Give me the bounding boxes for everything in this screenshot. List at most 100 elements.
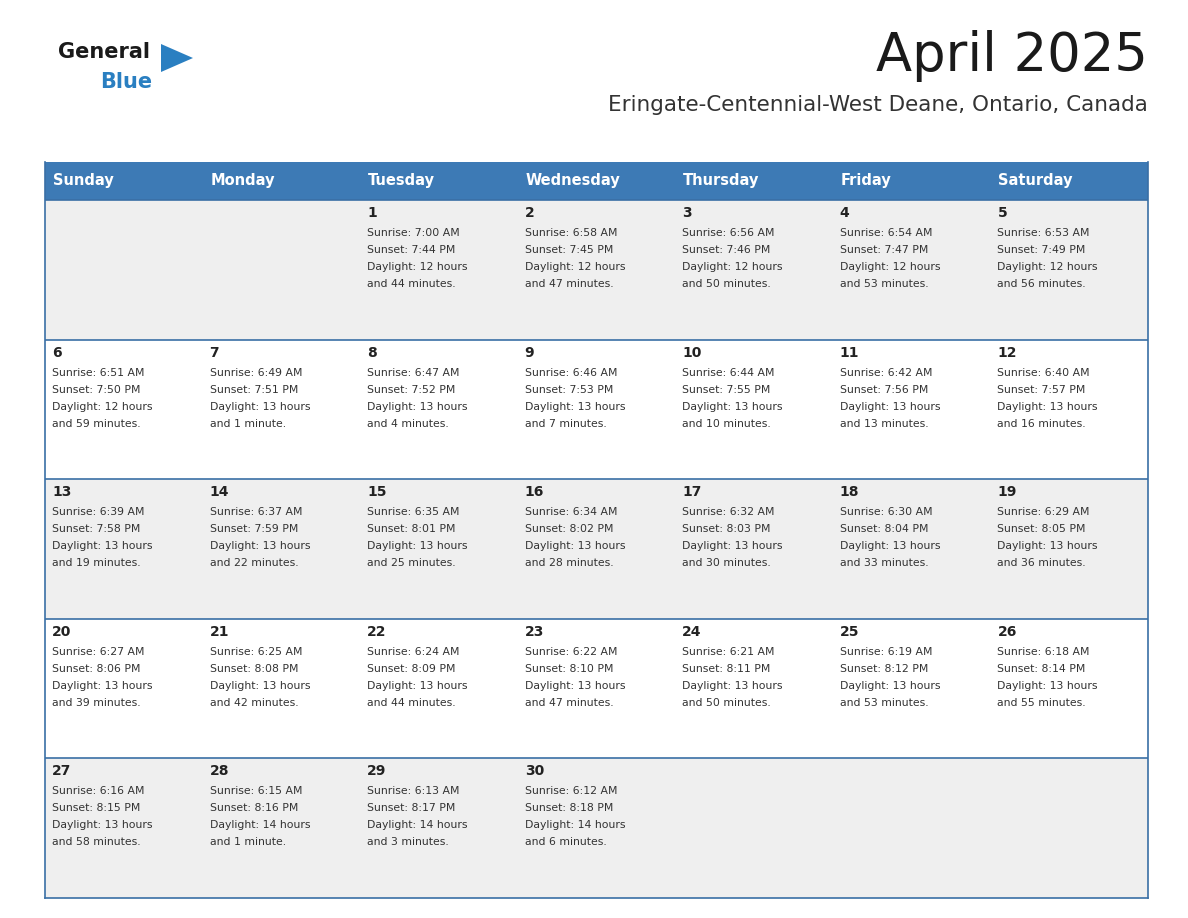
Text: Sunset: 8:10 PM: Sunset: 8:10 PM — [525, 664, 613, 674]
Text: Daylight: 12 hours: Daylight: 12 hours — [998, 262, 1098, 272]
Text: Monday: Monday — [210, 174, 276, 188]
Text: and 10 minutes.: and 10 minutes. — [682, 419, 771, 429]
Text: Daylight: 14 hours: Daylight: 14 hours — [367, 821, 468, 831]
Text: Daylight: 13 hours: Daylight: 13 hours — [367, 681, 468, 691]
Text: 27: 27 — [52, 765, 71, 778]
Text: Sunrise: 6:24 AM: Sunrise: 6:24 AM — [367, 647, 460, 656]
Bar — [45, 619, 1148, 758]
Text: 29: 29 — [367, 765, 386, 778]
Text: 19: 19 — [998, 486, 1017, 499]
Text: Daylight: 14 hours: Daylight: 14 hours — [209, 821, 310, 831]
Text: and 1 minute.: and 1 minute. — [209, 837, 285, 847]
Text: and 36 minutes.: and 36 minutes. — [998, 558, 1086, 568]
Text: Daylight: 12 hours: Daylight: 12 hours — [52, 401, 152, 411]
Text: Sunset: 8:18 PM: Sunset: 8:18 PM — [525, 803, 613, 813]
Text: 23: 23 — [525, 625, 544, 639]
Text: Sunrise: 6:34 AM: Sunrise: 6:34 AM — [525, 508, 618, 517]
Text: Daylight: 13 hours: Daylight: 13 hours — [998, 401, 1098, 411]
Text: Sunrise: 6:42 AM: Sunrise: 6:42 AM — [840, 367, 933, 377]
Text: 6: 6 — [52, 345, 62, 360]
Text: Daylight: 12 hours: Daylight: 12 hours — [525, 262, 625, 272]
Text: and 1 minute.: and 1 minute. — [209, 419, 285, 429]
Text: Sunset: 8:04 PM: Sunset: 8:04 PM — [840, 524, 928, 534]
Text: Sunrise: 6:53 AM: Sunrise: 6:53 AM — [998, 228, 1089, 238]
Text: Sunset: 7:59 PM: Sunset: 7:59 PM — [209, 524, 298, 534]
Text: Sunrise: 6:51 AM: Sunrise: 6:51 AM — [52, 367, 145, 377]
Text: Sunrise: 6:18 AM: Sunrise: 6:18 AM — [998, 647, 1089, 656]
Text: 4: 4 — [840, 206, 849, 220]
Text: 8: 8 — [367, 345, 377, 360]
Text: Sunrise: 6:56 AM: Sunrise: 6:56 AM — [682, 228, 775, 238]
Text: 16: 16 — [525, 486, 544, 499]
Text: and 47 minutes.: and 47 minutes. — [525, 279, 613, 289]
Text: Sunrise: 6:13 AM: Sunrise: 6:13 AM — [367, 787, 460, 797]
Text: and 19 minutes.: and 19 minutes. — [52, 558, 140, 568]
Text: 3: 3 — [682, 206, 691, 220]
Text: Daylight: 13 hours: Daylight: 13 hours — [682, 542, 783, 551]
Text: 7: 7 — [209, 345, 220, 360]
Text: 25: 25 — [840, 625, 859, 639]
Text: Daylight: 13 hours: Daylight: 13 hours — [52, 542, 152, 551]
Text: 5: 5 — [998, 206, 1007, 220]
Text: Sunset: 8:03 PM: Sunset: 8:03 PM — [682, 524, 771, 534]
Text: 11: 11 — [840, 345, 859, 360]
Text: Sunset: 8:12 PM: Sunset: 8:12 PM — [840, 664, 928, 674]
Bar — [45, 340, 1148, 479]
Text: and 42 minutes.: and 42 minutes. — [209, 698, 298, 708]
Text: Sunrise: 6:47 AM: Sunrise: 6:47 AM — [367, 367, 460, 377]
Text: and 44 minutes.: and 44 minutes. — [367, 279, 456, 289]
Text: Sunrise: 6:37 AM: Sunrise: 6:37 AM — [209, 508, 302, 517]
Text: 30: 30 — [525, 765, 544, 778]
Text: Daylight: 13 hours: Daylight: 13 hours — [525, 681, 625, 691]
Text: 2: 2 — [525, 206, 535, 220]
Text: Sunday: Sunday — [53, 174, 114, 188]
Text: Daylight: 13 hours: Daylight: 13 hours — [52, 681, 152, 691]
Text: Sunrise: 6:29 AM: Sunrise: 6:29 AM — [998, 508, 1089, 517]
Text: Sunset: 7:57 PM: Sunset: 7:57 PM — [998, 385, 1086, 395]
Text: and 55 minutes.: and 55 minutes. — [998, 698, 1086, 708]
Text: 28: 28 — [209, 765, 229, 778]
Text: Daylight: 13 hours: Daylight: 13 hours — [998, 681, 1098, 691]
Text: Tuesday: Tuesday — [368, 174, 435, 188]
Text: Sunrise: 6:21 AM: Sunrise: 6:21 AM — [682, 647, 775, 656]
Text: Sunset: 8:01 PM: Sunset: 8:01 PM — [367, 524, 456, 534]
Bar — [45, 758, 1148, 898]
Text: 21: 21 — [209, 625, 229, 639]
Text: and 56 minutes.: and 56 minutes. — [998, 279, 1086, 289]
Text: and 44 minutes.: and 44 minutes. — [367, 698, 456, 708]
Text: and 50 minutes.: and 50 minutes. — [682, 279, 771, 289]
Text: Sunset: 8:08 PM: Sunset: 8:08 PM — [209, 664, 298, 674]
Text: and 3 minutes.: and 3 minutes. — [367, 837, 449, 847]
Text: Sunset: 7:55 PM: Sunset: 7:55 PM — [682, 385, 771, 395]
Text: Daylight: 13 hours: Daylight: 13 hours — [525, 542, 625, 551]
Text: Sunset: 8:02 PM: Sunset: 8:02 PM — [525, 524, 613, 534]
Text: Daylight: 13 hours: Daylight: 13 hours — [209, 401, 310, 411]
Text: Sunset: 7:45 PM: Sunset: 7:45 PM — [525, 245, 613, 255]
Text: and 50 minutes.: and 50 minutes. — [682, 698, 771, 708]
Text: Sunrise: 6:22 AM: Sunrise: 6:22 AM — [525, 647, 618, 656]
Text: Sunrise: 7:00 AM: Sunrise: 7:00 AM — [367, 228, 460, 238]
Text: 20: 20 — [52, 625, 71, 639]
Text: and 53 minutes.: and 53 minutes. — [840, 279, 929, 289]
Text: Sunset: 7:52 PM: Sunset: 7:52 PM — [367, 385, 455, 395]
Text: Daylight: 13 hours: Daylight: 13 hours — [998, 542, 1098, 551]
Text: Daylight: 13 hours: Daylight: 13 hours — [682, 681, 783, 691]
Bar — [45, 479, 1148, 619]
Text: Sunrise: 6:46 AM: Sunrise: 6:46 AM — [525, 367, 618, 377]
Text: 1: 1 — [367, 206, 377, 220]
Text: Sunrise: 6:40 AM: Sunrise: 6:40 AM — [998, 367, 1091, 377]
Text: and 6 minutes.: and 6 minutes. — [525, 837, 606, 847]
Text: Sunset: 8:06 PM: Sunset: 8:06 PM — [52, 664, 140, 674]
Text: 22: 22 — [367, 625, 386, 639]
Text: 14: 14 — [209, 486, 229, 499]
Text: Sunset: 7:50 PM: Sunset: 7:50 PM — [52, 385, 140, 395]
Text: Sunset: 7:51 PM: Sunset: 7:51 PM — [209, 385, 298, 395]
Text: Saturday: Saturday — [998, 174, 1073, 188]
Text: 15: 15 — [367, 486, 386, 499]
Text: Sunrise: 6:25 AM: Sunrise: 6:25 AM — [209, 647, 302, 656]
Text: Sunrise: 6:44 AM: Sunrise: 6:44 AM — [682, 367, 775, 377]
Text: and 28 minutes.: and 28 minutes. — [525, 558, 613, 568]
Text: Sunset: 8:11 PM: Sunset: 8:11 PM — [682, 664, 771, 674]
Text: Sunrise: 6:49 AM: Sunrise: 6:49 AM — [209, 367, 302, 377]
Text: 12: 12 — [998, 345, 1017, 360]
